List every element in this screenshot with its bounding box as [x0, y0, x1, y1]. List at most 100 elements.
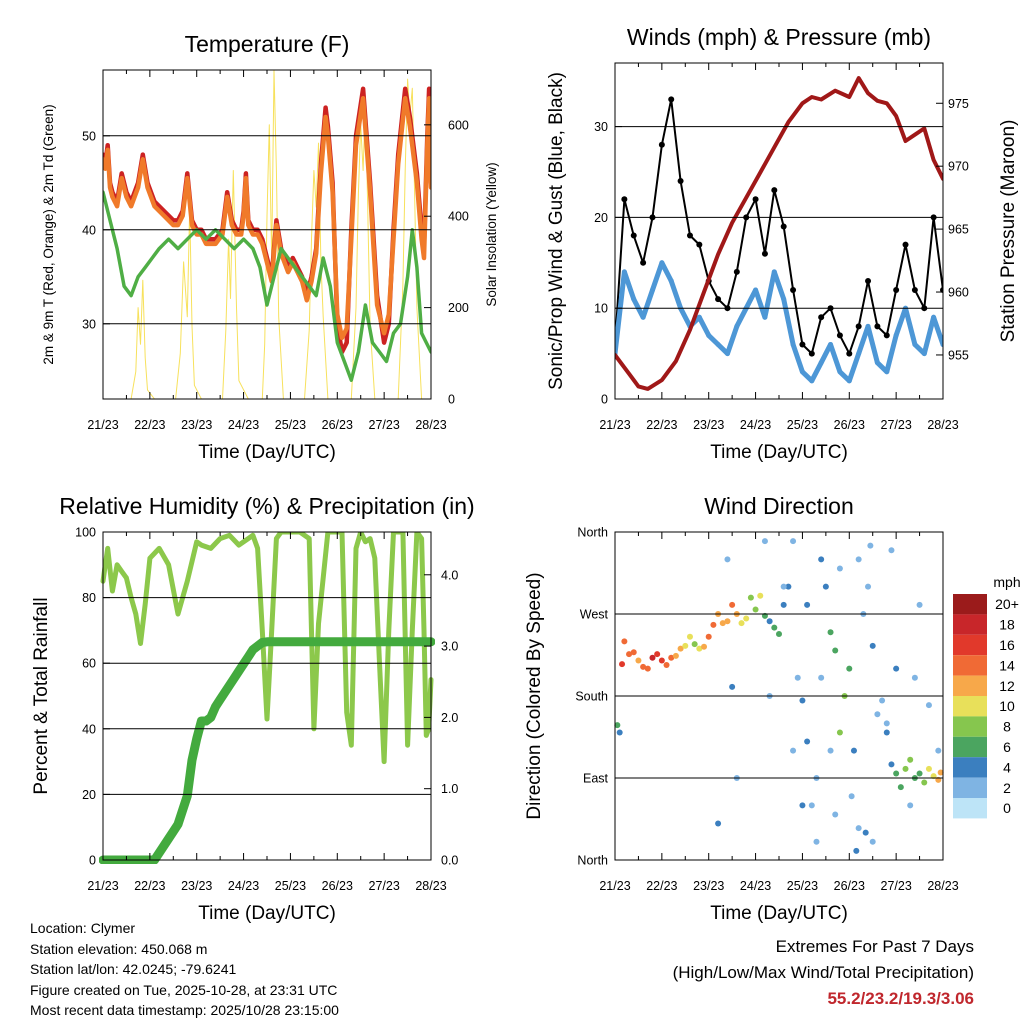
plot-border: [614, 531, 944, 861]
wind-point: [724, 351, 730, 357]
direction-points: [614, 538, 944, 854]
direction-point: [907, 802, 914, 809]
direction-point: [874, 711, 881, 718]
pressure-line: [615, 76, 943, 391]
direction-point: [790, 747, 797, 754]
x-tick-label: 25/23: [275, 879, 306, 893]
x-axis-label: Time (Day/UTC): [710, 442, 848, 463]
direction-point: [790, 538, 797, 545]
y-tick-label: 100: [75, 526, 96, 540]
direction-point: [747, 594, 754, 601]
direction-point: [766, 618, 773, 625]
x-tick-label: 26/23: [322, 879, 353, 893]
legend-swatch: [953, 594, 987, 615]
legend-label: 12: [999, 678, 1015, 694]
x-tick-label: 21/23: [87, 418, 118, 432]
y-right-tick-label: 1.0: [441, 782, 458, 796]
wind-point: [865, 323, 871, 329]
direction-point: [832, 811, 839, 818]
direction-point: [619, 661, 626, 668]
wind-point: [931, 314, 937, 320]
direction-point: [916, 770, 923, 777]
y-tick-label: 20: [594, 211, 608, 225]
direction-point: [897, 784, 904, 791]
y-right-tick-label: 0.0: [441, 854, 458, 868]
y-right-tick-label: 600: [448, 118, 469, 132]
y-right-tick-label: 965: [948, 223, 969, 237]
y-right-axis-label: Station Pressure (Maroon): [998, 120, 1019, 343]
wind-point: [837, 369, 843, 375]
direction-point: [640, 663, 647, 670]
direction-point: [794, 674, 801, 681]
x-tick-label: 21/23: [599, 418, 630, 432]
direction-point: [654, 651, 661, 658]
y-right-axis-label: Solar Insolation (Yellow): [484, 162, 499, 306]
station-location: Location: Clymer: [30, 920, 136, 936]
x-tick-label: 27/23: [881, 879, 912, 893]
wind-point: [921, 351, 927, 357]
legend-label: 0: [1003, 800, 1011, 816]
direction-point: [780, 601, 787, 608]
direction-point: [658, 657, 665, 664]
direction-point: [729, 683, 736, 690]
direction-point: [785, 583, 792, 590]
gust-line: [615, 98, 943, 355]
y-tick-label: 50: [82, 129, 96, 143]
legend-label: 10: [999, 698, 1015, 714]
direction-point: [822, 583, 829, 590]
legend-label: 6: [1003, 739, 1011, 755]
precip-line: [99, 637, 435, 864]
data-timestamp: Most recent data timestamp: 2025/10/28 2…: [30, 1002, 339, 1018]
x-tick-label: 28/23: [415, 879, 446, 893]
chart-title: Wind Direction: [704, 493, 854, 519]
wind-point: [809, 378, 815, 384]
speed-legend: mph 20+ 18 16 14 12 10 8 6 4 2 0: [953, 574, 1021, 819]
direction-point: [893, 665, 900, 672]
direction-point: [846, 665, 853, 672]
legend-label: 20+: [995, 596, 1019, 612]
y-right-tick-label: 200: [448, 301, 469, 315]
legend-swatch: [953, 655, 987, 676]
wind-point: [621, 269, 627, 275]
legend-label: 18: [999, 617, 1015, 633]
direction-point: [696, 645, 703, 652]
x-axis-label: Time (Day/UTC): [198, 442, 336, 463]
x-tick-label: 26/23: [834, 879, 865, 893]
x-tick-label: 21/23: [599, 879, 630, 893]
wind-point: [668, 278, 674, 284]
direction-point: [902, 765, 909, 772]
direction-point: [799, 697, 806, 704]
chart-title: Relative Humidity (%) & Precipitation (i…: [59, 493, 474, 519]
direction-point: [724, 618, 731, 625]
plot-border: [102, 531, 432, 861]
wind-point: [771, 269, 777, 275]
wind-point: [940, 342, 943, 348]
temperature-series: [103, 70, 431, 399]
direction-point: [686, 633, 693, 640]
direction-point: [668, 654, 675, 661]
winds-panel: Winds (mph) & Pressure (mb) 21/23 22/23 23/…: [546, 24, 1019, 463]
y-tick-label: 40: [82, 223, 96, 237]
temp-9m-line: [103, 95, 431, 341]
direction-point: [893, 770, 900, 777]
y-tick-label: 60: [82, 657, 96, 671]
extremes-values: 55.2/23.2/19.3/3.06: [827, 989, 974, 1008]
direction-point: [921, 779, 928, 786]
direction-point: [804, 738, 811, 745]
direction-point: [771, 624, 778, 631]
wind-point: [640, 314, 646, 320]
legend-label: 16: [999, 637, 1015, 653]
legend-label: 8: [1003, 719, 1011, 735]
direction-point: [883, 720, 890, 727]
y-tick-label: East: [583, 772, 609, 786]
x-tick-label: 24/23: [740, 879, 771, 893]
x-tick-label: 25/23: [787, 418, 818, 432]
direction-point: [682, 642, 689, 649]
y-right-tick-label: 400: [448, 210, 469, 224]
wind-point: [659, 260, 665, 266]
direction-point: [911, 674, 918, 681]
plot-border: [102, 69, 432, 400]
direction-point: [865, 583, 872, 590]
direction-point: [804, 601, 811, 608]
wind-point: [706, 332, 712, 338]
